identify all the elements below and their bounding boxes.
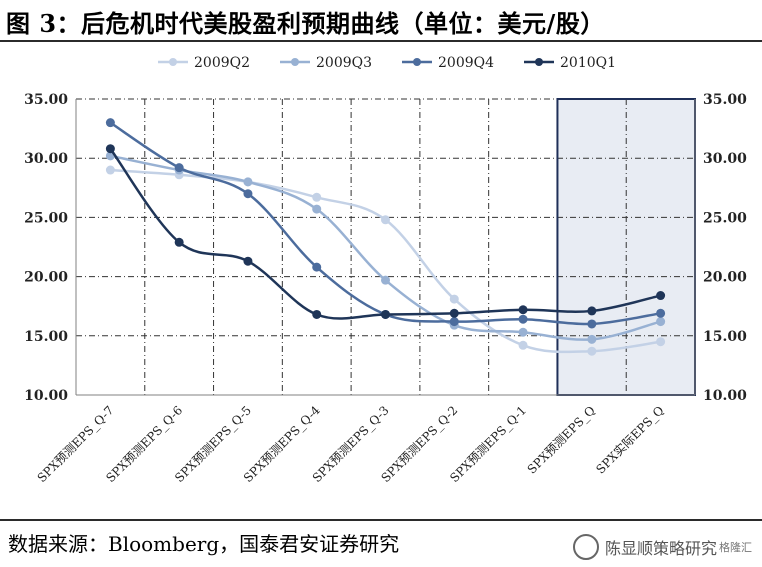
- y-tick-label-right: 30.00: [703, 151, 747, 167]
- data-point-2010Q1: [518, 305, 528, 315]
- watermark-sub: 格隆汇: [719, 541, 752, 554]
- data-point-2009Q4: [518, 314, 528, 324]
- x-tick-label: SPX预测EPS_Q-2: [378, 403, 460, 485]
- y-tick-label-left: 35.00: [24, 92, 68, 108]
- y-tick-label-right: 20.00: [703, 270, 747, 286]
- data-point-2009Q2: [656, 337, 666, 347]
- top-rule: [0, 40, 762, 42]
- data-point-2009Q4: [105, 118, 115, 128]
- legend-marker: [291, 58, 299, 66]
- data-point-2009Q3: [518, 327, 528, 337]
- data-point-2009Q2: [587, 346, 597, 356]
- y-tick-label-right: 10.00: [703, 388, 747, 404]
- wechat-logo-icon: [572, 534, 599, 560]
- legend-marker: [535, 58, 543, 66]
- data-point-2009Q4: [449, 317, 459, 327]
- data-point-2010Q1: [449, 308, 459, 318]
- y-tick-label-right: 35.00: [703, 92, 747, 108]
- data-point-2010Q1: [105, 144, 115, 154]
- y-tick-label-left: 30.00: [24, 151, 68, 167]
- watermark: 陈显顺策略研究 格隆汇: [572, 534, 752, 560]
- data-point-2009Q2: [105, 165, 115, 175]
- legend-label: 2009Q3: [316, 55, 372, 71]
- data-point-2009Q2: [381, 215, 390, 225]
- data-point-2009Q3: [381, 275, 390, 285]
- x-tick-label: SPX预测EPS_Q-1: [447, 403, 529, 485]
- data-point-2009Q2: [518, 340, 528, 350]
- x-tick-label: SPX实际EPS_Q: [593, 402, 667, 476]
- x-tick-label: SPX预测EPS_Q-3: [310, 403, 392, 485]
- data-point-2009Q2: [312, 192, 322, 202]
- legend-marker: [169, 58, 177, 66]
- y-tick-label-left: 25.00: [24, 210, 68, 226]
- data-point-2009Q2: [449, 294, 459, 304]
- data-point-2010Q1: [587, 306, 597, 316]
- data-point-2009Q3: [312, 204, 322, 214]
- x-tick-label: SPX预测EPS_Q: [525, 403, 598, 476]
- y-tick-label-right: 15.00: [703, 329, 747, 345]
- y-tick-label-right: 25.00: [703, 210, 747, 226]
- data-point-2009Q4: [312, 262, 322, 272]
- data-point-2009Q4: [656, 308, 666, 318]
- x-tick-label: SPX预测EPS_Q-5: [172, 403, 254, 485]
- legend-label: 2009Q4: [438, 55, 494, 71]
- data-point-2009Q4: [587, 319, 597, 329]
- source-note: 数据来源：Bloomberg，国泰君安证券研究: [8, 532, 400, 556]
- legend-marker: [413, 58, 421, 66]
- figure-title: 图 3：后危机时代美股盈利预期曲线（单位：美元/股）: [6, 9, 605, 38]
- data-point-2009Q3: [656, 317, 666, 327]
- series-line-2009Q4: [109, 121, 661, 326]
- legend-label: 2009Q2: [194, 55, 250, 71]
- data-point-2010Q1: [656, 291, 666, 301]
- data-point-2009Q3: [587, 334, 597, 344]
- x-tick-label: SPX预测EPS_Q-7: [35, 403, 117, 485]
- data-point-2009Q4: [174, 163, 184, 173]
- data-point-2010Q1: [243, 256, 253, 266]
- x-tick-label: SPX预测EPS_Q-6: [103, 403, 185, 485]
- y-tick-label-left: 15.00: [24, 329, 68, 345]
- bottom-rule: [0, 519, 762, 521]
- data-point-2010Q1: [174, 237, 184, 247]
- data-point-2009Q4: [243, 189, 253, 199]
- series-line-2010Q1: [109, 147, 661, 320]
- data-point-2010Q1: [312, 309, 322, 319]
- y-tick-label-left: 20.00: [24, 270, 68, 286]
- legend-label: 2010Q1: [560, 55, 616, 71]
- data-point-2010Q1: [381, 309, 390, 319]
- watermark-name: 陈显顺策略研究: [604, 539, 717, 558]
- line-chart: 10.00 10.00 15.00 15.00 20.00 20.00 25.00 25.00…: [24, 55, 747, 485]
- data-point-2009Q3: [243, 177, 253, 187]
- y-tick-label-left: 10.00: [24, 388, 68, 404]
